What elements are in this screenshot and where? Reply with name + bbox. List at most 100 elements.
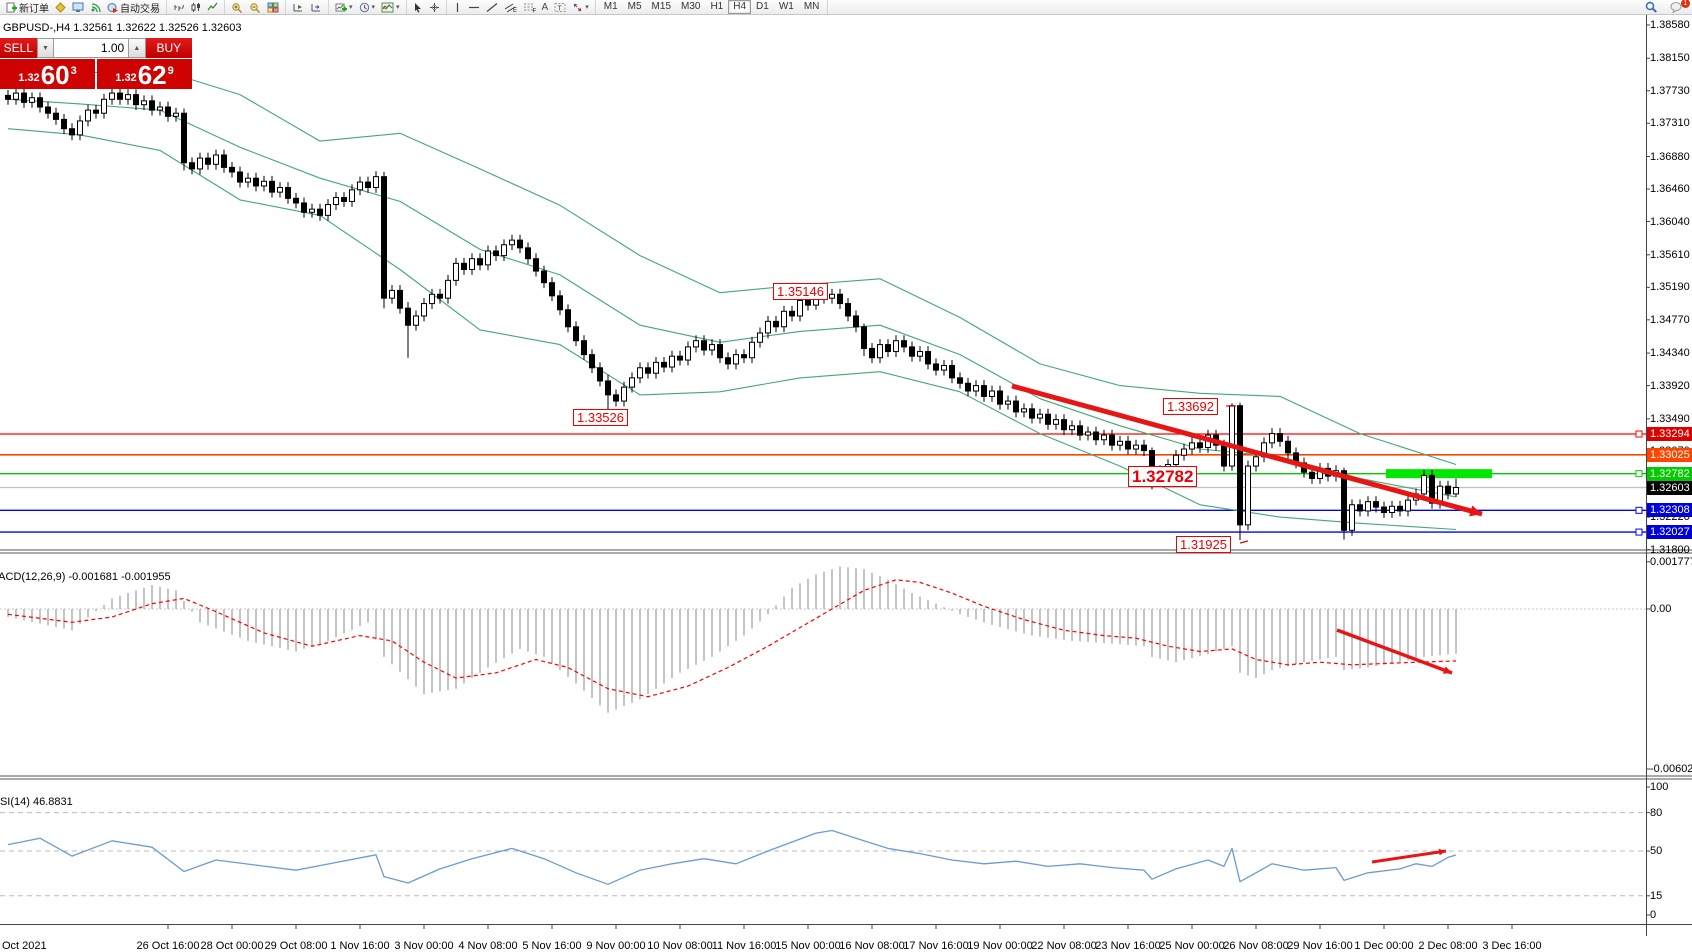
price-annotation-1.33692[interactable]: 1.33692 xyxy=(1163,398,1218,415)
zoom-out-button[interactable] xyxy=(246,1,264,14)
notifications-button[interactable]: 1 xyxy=(1667,0,1690,14)
channel-icon: E xyxy=(504,3,517,13)
chart-profile-button[interactable]: ▾ xyxy=(378,1,403,14)
time-label[interactable]: 4 Nov 08:00 xyxy=(458,940,518,952)
time-label[interactable]: 16 Nov 08:00 xyxy=(839,940,905,952)
sell-price-display[interactable]: 1.32 60 3 xyxy=(0,59,95,89)
price-tick-label: 1.37310 xyxy=(1650,117,1690,130)
timeframe-m1-button[interactable]: M1 xyxy=(603,1,618,12)
time-label[interactable]: 15 Nov 00:00 xyxy=(775,940,841,952)
time-label[interactable]: 23 Nov 16:00 xyxy=(1095,940,1161,952)
line-handle[interactable] xyxy=(1635,430,1643,438)
text-tool[interactable]: A xyxy=(539,1,552,14)
time-label[interactable]: 28 Oct 00:00 xyxy=(200,940,264,952)
candle-body xyxy=(1189,442,1195,450)
cursor-tool-button[interactable] xyxy=(410,1,426,14)
time-label[interactable]: 1 Nov 16:00 xyxy=(330,940,390,952)
buy-button[interactable]: BUY xyxy=(145,38,192,58)
autotrading-button[interactable]: 自动交易 xyxy=(104,1,163,15)
crosshair-tool-button[interactable] xyxy=(426,1,443,14)
time-label[interactable]: 11 Nov 16:00 xyxy=(711,940,777,952)
sell-button[interactable]: SELL xyxy=(0,38,37,58)
profile-caret-icon[interactable]: ▾ xyxy=(396,3,400,11)
time-label[interactable]: 26 Nov 08:00 xyxy=(1223,940,1289,952)
line-handle[interactable] xyxy=(1635,506,1643,514)
period-caret-icon[interactable]: ▾ xyxy=(371,3,376,11)
new-chart-button[interactable]: ▾ xyxy=(332,1,356,14)
time-label[interactable]: 10 Nov 08:00 xyxy=(647,940,713,952)
rsi-arrow[interactable] xyxy=(1371,849,1447,864)
time-label[interactable]: 29 Oct 08:00 xyxy=(264,940,328,952)
candle-body xyxy=(677,355,683,361)
volume-decrease-button[interactable]: ▼ xyxy=(36,38,55,58)
time-label[interactable]: 3 Nov 00:00 xyxy=(394,940,454,952)
new-chart-caret-icon[interactable]: ▾ xyxy=(349,3,353,11)
volume-input[interactable] xyxy=(54,38,129,58)
fibonacci-tool[interactable]: F xyxy=(520,1,539,14)
line-handle[interactable] xyxy=(1635,528,1643,536)
candle-body xyxy=(317,208,323,216)
time-label[interactable]: 3 Dec 16:00 xyxy=(1482,940,1542,952)
label-tool[interactable]: T xyxy=(551,1,569,14)
time-label[interactable]: 1 Dec 00:00 xyxy=(1354,940,1414,952)
candlestick-chart-button[interactable] xyxy=(187,1,204,14)
timeframe-d1-button[interactable]: D1 xyxy=(756,1,769,12)
time-label[interactable]: 25 Nov 00:00 xyxy=(1159,940,1225,952)
time-label[interactable]: 29 Nov 16:00 xyxy=(1287,940,1353,952)
timeframe-h4-button[interactable]: H4 xyxy=(728,0,752,14)
timeframe-h1-button[interactable]: H1 xyxy=(710,1,724,12)
trend-arrow[interactable] xyxy=(1011,383,1483,517)
candle-body xyxy=(1221,444,1227,467)
time-label[interactable]: 17 Nov 16:00 xyxy=(903,940,969,952)
metaeditor-button[interactable] xyxy=(52,1,69,14)
time-label[interactable]: 5 Nov 16:00 xyxy=(522,940,582,952)
price-annotation-1.32782[interactable]: 1.32782 xyxy=(1128,466,1198,487)
time-label[interactable]: 19 Nov 00:00 xyxy=(967,940,1033,952)
autotrading-label: 自动交易 xyxy=(120,3,160,15)
time-label[interactable]: 9 Nov 00:00 xyxy=(586,940,646,952)
signals-button[interactable] xyxy=(87,1,104,14)
candle-body xyxy=(917,351,923,357)
tile-windows-button[interactable] xyxy=(264,1,282,14)
buy-price-prefix: 1.32 xyxy=(115,72,137,84)
auto-scroll-button[interactable] xyxy=(307,1,325,14)
line-handle[interactable] xyxy=(1635,470,1643,478)
channel-tool[interactable]: E xyxy=(501,1,520,14)
bar-chart-button[interactable] xyxy=(170,1,187,14)
new-order-button[interactable]: 新订单 xyxy=(3,1,52,15)
candle-body xyxy=(1253,456,1259,467)
arrows-tool[interactable]: ▾ xyxy=(569,1,592,14)
timeframe-m15-button[interactable]: M15 xyxy=(651,1,671,12)
timeframe-w1-button[interactable]: W1 xyxy=(778,1,794,12)
buy-price-display[interactable]: 1.32 62 9 xyxy=(97,59,192,89)
price-badge-1.32782: 1.32782 xyxy=(1647,466,1692,481)
thick-green-segment[interactable] xyxy=(1386,469,1492,479)
horizontal-line-tool[interactable] xyxy=(465,1,483,14)
timeframe-mn-button[interactable]: MN xyxy=(803,1,820,12)
macd-arrow[interactable] xyxy=(1336,628,1453,675)
vertical-line-tool[interactable] xyxy=(450,1,465,14)
timeframe-m30-button[interactable]: M30 xyxy=(681,1,701,12)
price-annotation-1.35146[interactable]: 1.35146 xyxy=(773,283,828,300)
chart-canvas[interactable] xyxy=(0,14,1692,936)
market-watch-button[interactable] xyxy=(69,1,87,14)
time-label-partial: Oct 2021 xyxy=(2,940,47,952)
candle-body xyxy=(389,289,395,299)
time-label[interactable]: 26 Oct 16:00 xyxy=(136,940,200,952)
line-chart-button[interactable] xyxy=(204,1,221,14)
main-toolbar: 新订单 自动交易 ▾ ▾ xyxy=(0,0,1692,15)
search-button[interactable] xyxy=(1642,1,1661,14)
price-annotation-1.31925[interactable]: 1.31925 xyxy=(1176,536,1231,553)
price-annotation-1.33526[interactable]: 1.33526 xyxy=(573,409,628,426)
volume-increase-button[interactable]: ▲ xyxy=(128,38,146,58)
time-label[interactable]: 22 Nov 08:00 xyxy=(1031,940,1097,952)
zoom-in-button[interactable] xyxy=(228,1,246,14)
period-button[interactable]: ▾ xyxy=(356,1,379,14)
time-label[interactable]: 2 Dec 08:00 xyxy=(1418,940,1478,952)
notification-badge: 1 xyxy=(1681,0,1690,8)
candle-body xyxy=(645,367,651,374)
chart-shift-button[interactable] xyxy=(289,1,307,14)
arrows-caret-icon[interactable]: ▾ xyxy=(585,3,589,11)
timeframe-m5-button[interactable]: M5 xyxy=(627,1,642,12)
trendline-tool[interactable] xyxy=(483,1,501,14)
